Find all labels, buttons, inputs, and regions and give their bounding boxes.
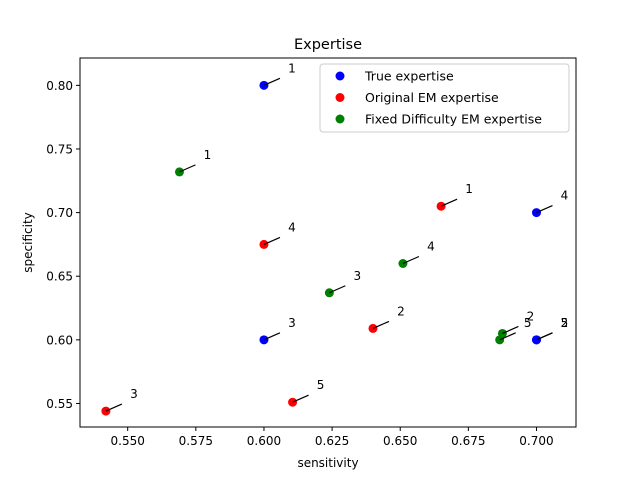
legend: True expertise Original EM expertise Fixed… bbox=[319, 63, 570, 133]
legend-marker bbox=[335, 71, 345, 81]
point-annotation: 4 bbox=[288, 220, 296, 234]
point-annotation: 5 bbox=[561, 316, 569, 330]
annotation-arrow bbox=[502, 325, 519, 335]
series-2: 1 2 3 4 5 bbox=[101, 182, 473, 416]
x-tick-label: 0.600 bbox=[247, 434, 281, 448]
legend-box bbox=[319, 63, 570, 133]
legend-marker bbox=[335, 93, 345, 102]
annotation-arrow bbox=[536, 205, 553, 214]
point-annotation: 1 bbox=[204, 148, 212, 162]
legend-label: Original EM expertise bbox=[365, 90, 499, 105]
y-tick-label: 0.55 bbox=[46, 397, 73, 411]
legend-label: True expertise bbox=[364, 69, 454, 84]
point-annotation: 4 bbox=[427, 239, 435, 253]
point-annotation: 1 bbox=[465, 182, 473, 196]
legend-marker bbox=[335, 114, 345, 124]
point-annotation: 1 bbox=[288, 61, 296, 75]
annotation-arrow bbox=[263, 332, 281, 341]
legend-label: Fixed Difficulty EM expertise bbox=[365, 112, 542, 127]
annotation-arrow bbox=[536, 332, 553, 341]
annotation-arrow bbox=[440, 198, 458, 207]
series-3: 1 2 3 4 5 bbox=[174, 148, 535, 345]
annotation-arrow bbox=[402, 255, 420, 265]
plot-frame bbox=[79, 57, 577, 428]
annotation-arrow bbox=[263, 236, 281, 245]
x-tick-label: 0.575 bbox=[179, 434, 213, 448]
annotation-arrow bbox=[105, 403, 123, 412]
point-annotation: 2 bbox=[527, 309, 535, 323]
annotation-arrow bbox=[499, 332, 516, 341]
point-annotation: 5 bbox=[524, 316, 532, 330]
y-axis-label: specificity bbox=[21, 212, 35, 272]
y-tick-label: 0.70 bbox=[46, 206, 73, 220]
annotation-arrow bbox=[263, 77, 281, 86]
point-annotation: 2 bbox=[561, 316, 569, 330]
y-tick-label: 0.75 bbox=[46, 142, 73, 156]
chart-title: Expertise bbox=[294, 37, 362, 53]
annotation-arrow bbox=[179, 164, 196, 173]
y-tick-label: 0.60 bbox=[46, 333, 73, 347]
annotation-arrow bbox=[329, 285, 346, 294]
point-annotation: 3 bbox=[130, 387, 138, 401]
x-tick-label: 0.650 bbox=[383, 434, 417, 448]
point-annotation: 2 bbox=[397, 304, 405, 318]
annotation-arrow bbox=[292, 394, 309, 403]
x-tick-label: 0.625 bbox=[315, 434, 349, 448]
x-tick-label: 0.550 bbox=[111, 434, 145, 448]
point-annotation: 3 bbox=[354, 269, 362, 283]
x-axis-label: sensitivity bbox=[297, 456, 358, 470]
y-tick-label: 0.65 bbox=[46, 270, 73, 284]
point-annotation: 3 bbox=[288, 316, 296, 330]
y-tick-label: 0.80 bbox=[46, 79, 73, 93]
point-annotation: 4 bbox=[561, 189, 569, 203]
point-annotation: 5 bbox=[317, 378, 325, 392]
series-1: 1 2 3 4 5 bbox=[259, 61, 569, 345]
x-tick-label: 0.700 bbox=[519, 434, 553, 448]
annotation-arrow bbox=[372, 320, 390, 329]
x-tick-label: 0.675 bbox=[451, 434, 485, 448]
